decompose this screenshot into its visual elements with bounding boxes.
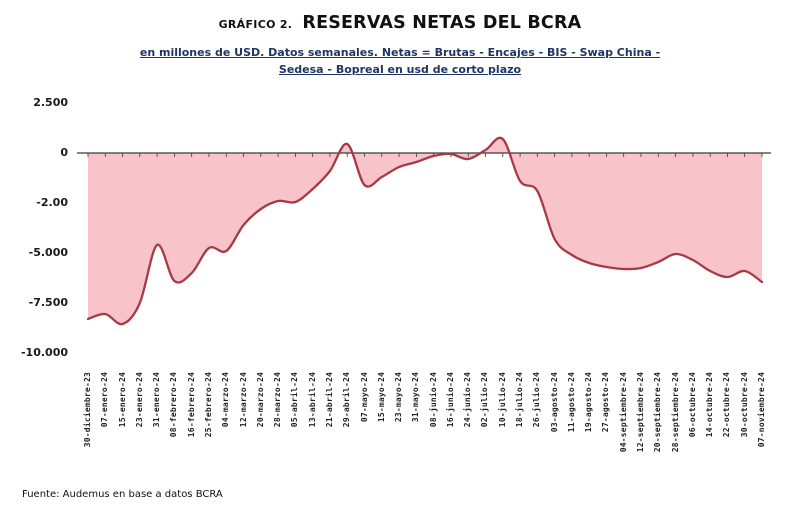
x-tick-label: 08-febrero-24 — [169, 372, 179, 438]
x-tick-label: 18-julio-24 — [515, 372, 525, 428]
x-tick-label: 07-mayo-24 — [359, 372, 369, 423]
y-tick-label: -10.000 — [20, 346, 68, 359]
y-tick-label: -2.00 — [36, 196, 68, 209]
y-tick-label: 2.500 — [33, 96, 68, 109]
x-tick-label: 12-septiembre-24 — [636, 372, 646, 453]
x-tick-label: 31-enero-24 — [152, 372, 162, 428]
x-tick-label: 05-abril-24 — [290, 372, 300, 428]
chart-title: RESERVAS NETAS DEL BCRA — [302, 13, 582, 33]
chart-subtitle: en millones de USD. Datos semanales. Net… — [0, 45, 800, 78]
x-tick-label: 16-junio-24 — [445, 372, 455, 428]
area-fill — [88, 137, 762, 325]
x-tick-label: 20-marzo-24 — [255, 372, 265, 428]
x-tick-label: 24-junio-24 — [463, 372, 473, 428]
x-tick-label: 28-septiembre-24 — [670, 372, 680, 453]
x-tick-label: 02-julio-24 — [480, 372, 490, 428]
x-tick-label: 10-julio-24 — [497, 372, 507, 428]
y-tick-label: -5.000 — [28, 246, 68, 259]
x-tick-label: 12-marzo-24 — [238, 372, 248, 428]
chart-header: GRÁFICO 2. RESERVAS NETAS DEL BCRA — [0, 13, 800, 33]
x-tick-label: 25-febrero-24 — [203, 372, 213, 438]
x-tick-label: 15-mayo-24 — [376, 372, 386, 423]
source-note: Fuente: Audemus en base a datos BCRA — [22, 489, 223, 500]
x-tick-label: 21-abril-24 — [324, 372, 334, 428]
x-tick-label: 22-octubre-24 — [722, 372, 732, 438]
x-tick-label: 07-noviembre-24 — [757, 372, 766, 448]
y-tick-label: -7.500 — [28, 296, 68, 309]
chart-subtitle-line2: Sedesa - Bopreal en usd de corto plazo — [278, 62, 522, 76]
x-tick-label: 30-diciembre-23 — [83, 372, 92, 448]
reserves-area-chart — [77, 136, 771, 326]
reserves-line — [86, 136, 764, 326]
x-tick-label: 13-abril-24 — [307, 372, 317, 428]
x-tick-label: 07-enero-24 — [100, 372, 110, 428]
x-tick-label: 08-junio-24 — [428, 372, 438, 428]
y-tick-label: 0 — [60, 146, 68, 159]
x-tick-label: 14-octubre-24 — [705, 372, 715, 438]
x-tick-label: 11-agosto-24 — [566, 372, 576, 433]
x-tick-label: 29-abril-24 — [342, 372, 352, 428]
x-tick-label: 23-enero-24 — [134, 372, 144, 428]
figure-label: GRÁFICO 2. — [218, 18, 293, 31]
x-tick-label: 28-marzo-24 — [273, 372, 283, 428]
x-tick-label: 04-marzo-24 — [221, 372, 231, 428]
x-tick-label: 15-enero-24 — [117, 372, 127, 428]
x-tick-label: 30-octubre-24 — [739, 372, 749, 438]
x-tick-label: 23-mayo-24 — [394, 372, 404, 423]
x-tick-label: 19-agosto-24 — [584, 372, 594, 433]
x-tick-label: 16-febrero-24 — [186, 372, 196, 438]
x-tick-label: 31-mayo-24 — [411, 372, 421, 423]
x-tick-label: 20-septiembre-24 — [653, 372, 663, 453]
x-tick-label: 26-julio-24 — [532, 372, 542, 428]
x-tick-label: 06-octubre-24 — [687, 372, 697, 438]
x-tick-label: 04-septiembre-24 — [618, 372, 628, 453]
chart-subtitle-line1: en millones de USD. Datos semanales. Net… — [139, 46, 661, 59]
x-tick-label: 27-agosto-24 — [601, 372, 611, 433]
x-tick-label: 03-agosto-24 — [549, 372, 559, 433]
